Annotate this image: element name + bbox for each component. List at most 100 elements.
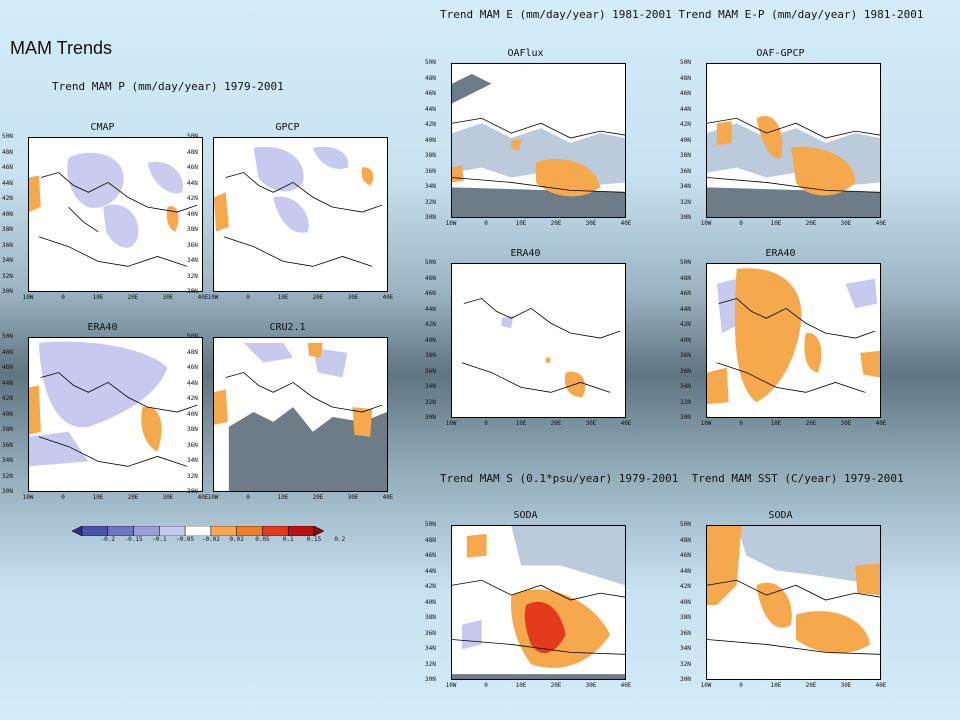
lat-tick-label: 30N [680, 214, 691, 221]
lon-tick-label: 30E [840, 220, 852, 227]
lat-tick-label: 46N [680, 552, 691, 559]
lat-tick-label: 50N [680, 259, 691, 266]
lon-tick-label: 30E [840, 682, 852, 689]
lat-tick-label: 42N [425, 583, 436, 590]
lat-tick-label: 46N [680, 290, 691, 297]
lon-tick-label: 30E [347, 494, 359, 501]
colorbar-label: -0.1 [152, 536, 167, 543]
lon-tick-label: 40E [620, 420, 632, 427]
lat-tick-label: 36N [2, 441, 13, 449]
panel-cmap: CMAP 50N 48N 46N 44N 42N 40N 38N 36N 34N 32N 30N 1… [0, 122, 208, 301]
lon-ticks: 10W 0 10E 20E 30E 40E [208, 294, 394, 304]
lat-tick-label: 44N [680, 305, 691, 313]
lat-tick-label: 30N [425, 214, 436, 221]
lat-tick-label: 30N [2, 488, 13, 495]
lat-tick-label: 34N [425, 383, 436, 390]
lat-tick-label: 48N [425, 274, 436, 282]
lat-tick-label: 50N [187, 133, 198, 140]
map-era40-e [451, 263, 626, 418]
evap-header: Trend MAM E (mm/day/year) 1981-2001 Tren… [440, 8, 924, 21]
lat-tick-label: 36N [425, 629, 436, 637]
colorbar-swatch [133, 526, 160, 536]
lat-ticks: 50N 48N 46N 44N 42N 40N 38N 36N 34N 32N 30N [187, 333, 213, 496]
lat-tick-label: 50N [2, 133, 13, 140]
lon-ticks: 10W 0 10E 20E 30E 40E [701, 682, 887, 692]
lat-ticks: 50N 48N 46N 44N 42N 40N 38N 36N 34N 32N 30N [2, 333, 28, 496]
panel-title: ERA40 [87, 322, 118, 333]
map-soda-sst [706, 525, 881, 680]
lon-tick-label: 0 [246, 294, 250, 301]
lon-tick-label: 20E [550, 682, 562, 689]
lon-ticks: 10W 0 10E 20E 30E 40E [446, 220, 632, 230]
lon-ticks: 10W 0 10E 20E 30E 40E [446, 420, 632, 430]
colorbar-swatch [107, 526, 134, 536]
lat-tick-label: 46N [425, 552, 436, 559]
lon-tick-label: 20E [550, 220, 562, 227]
colorbar-swatch [313, 526, 324, 536]
lat-tick-label: 32N [680, 660, 691, 668]
colorbar-swatch [262, 526, 289, 536]
lat-tick-label: 44N [2, 379, 13, 387]
lon-tick-label: 10E [515, 220, 527, 227]
lat-ticks: 50N 48N 46N 44N 42N 40N 38N 36N 34N 32N 30N [425, 259, 451, 422]
map-soda-s [451, 525, 626, 680]
lat-tick-label: 30N [425, 676, 436, 683]
lat-ticks: 50N 48N 46N 44N 42N 40N 38N 36N 34N 32N 30N [680, 59, 706, 222]
map-cru [213, 337, 388, 492]
lon-ticks: 10W 0 10E 20E 30E 40E [701, 220, 887, 230]
lat-tick-label: 30N [187, 488, 198, 495]
colorbar-swatch [287, 526, 315, 536]
precip-header: Trend MAM P (mm/day/year) 1979-2001 [52, 80, 284, 93]
panel-soda-s: SODA 50N 48N 46N 44N 42N 40N 38N 36N 34N 32N 30N 1… [423, 510, 631, 689]
lat-tick-label: 48N [2, 148, 13, 156]
lat-tick-label: 40N [2, 210, 13, 218]
lat-tick-label: 32N [187, 472, 198, 480]
lon-tick-label: 10W [700, 220, 712, 227]
lon-tick-label: 40E [875, 420, 887, 427]
lat-tick-label: 34N [425, 183, 436, 190]
lat-tick-label: 48N [2, 348, 13, 356]
lat-tick-label: 46N [2, 364, 13, 371]
lat-tick-label: 42N [2, 395, 13, 402]
lon-tick-label: 10E [277, 494, 289, 501]
lon-tick-label: 0 [739, 220, 743, 227]
lat-tick-label: 48N [425, 74, 436, 82]
lon-tick-label: 40E [382, 494, 394, 501]
lon-tick-label: 10W [22, 494, 34, 501]
lat-tick-label: 32N [425, 398, 436, 406]
lon-tick-label: 40E [875, 220, 887, 227]
slide-title: MAM Trends [10, 38, 113, 58]
colorbar-swatch [72, 526, 83, 536]
lon-tick-label: 0 [484, 420, 488, 427]
lat-tick-label: 48N [187, 148, 198, 156]
lat-tick-label: 40N [425, 598, 436, 606]
lon-tick-label: 30E [162, 294, 174, 301]
lat-tick-label: 48N [187, 348, 198, 356]
lon-tick-label: 10W [207, 494, 219, 501]
lat-tick-label: 36N [425, 167, 436, 175]
lon-tick-label: 0 [61, 494, 65, 501]
panel-title: OAF-GPCP [756, 48, 805, 59]
lat-tick-label: 42N [425, 121, 436, 128]
lat-tick-label: 46N [187, 364, 198, 371]
map-gpcp [213, 137, 388, 292]
lon-tick-label: 30E [162, 494, 174, 501]
lat-tick-label: 32N [2, 272, 13, 280]
lat-tick-label: 40N [187, 410, 198, 418]
colorbar-label: -0.2 [100, 536, 115, 543]
lat-tick-label: 36N [187, 241, 198, 249]
lat-tick-label: 32N [187, 272, 198, 280]
lat-tick-label: 46N [680, 90, 691, 97]
lat-tick-label: 32N [680, 398, 691, 406]
lat-tick-label: 34N [2, 257, 13, 264]
lat-tick-label: 32N [680, 198, 691, 206]
map-oaflux [451, 63, 626, 218]
lat-tick-label: 34N [425, 645, 436, 652]
lat-ticks: 50N 48N 46N 44N 42N 40N 38N 36N 34N 32N 30N [187, 133, 213, 296]
lat-tick-label: 38N [425, 614, 436, 621]
lat-ticks: 50N 48N 46N 44N 42N 40N 38N 36N 34N 32N 30N [2, 133, 28, 296]
lon-tick-label: 40E [382, 294, 394, 301]
colorbar-labels: -0.2 -0.15 -0.1 -0.05 -0.02 0.02 0.05 0.1 0.15 0.… [72, 536, 346, 546]
lon-tick-label: 40E [620, 220, 632, 227]
lat-tick-label: 34N [680, 645, 691, 652]
